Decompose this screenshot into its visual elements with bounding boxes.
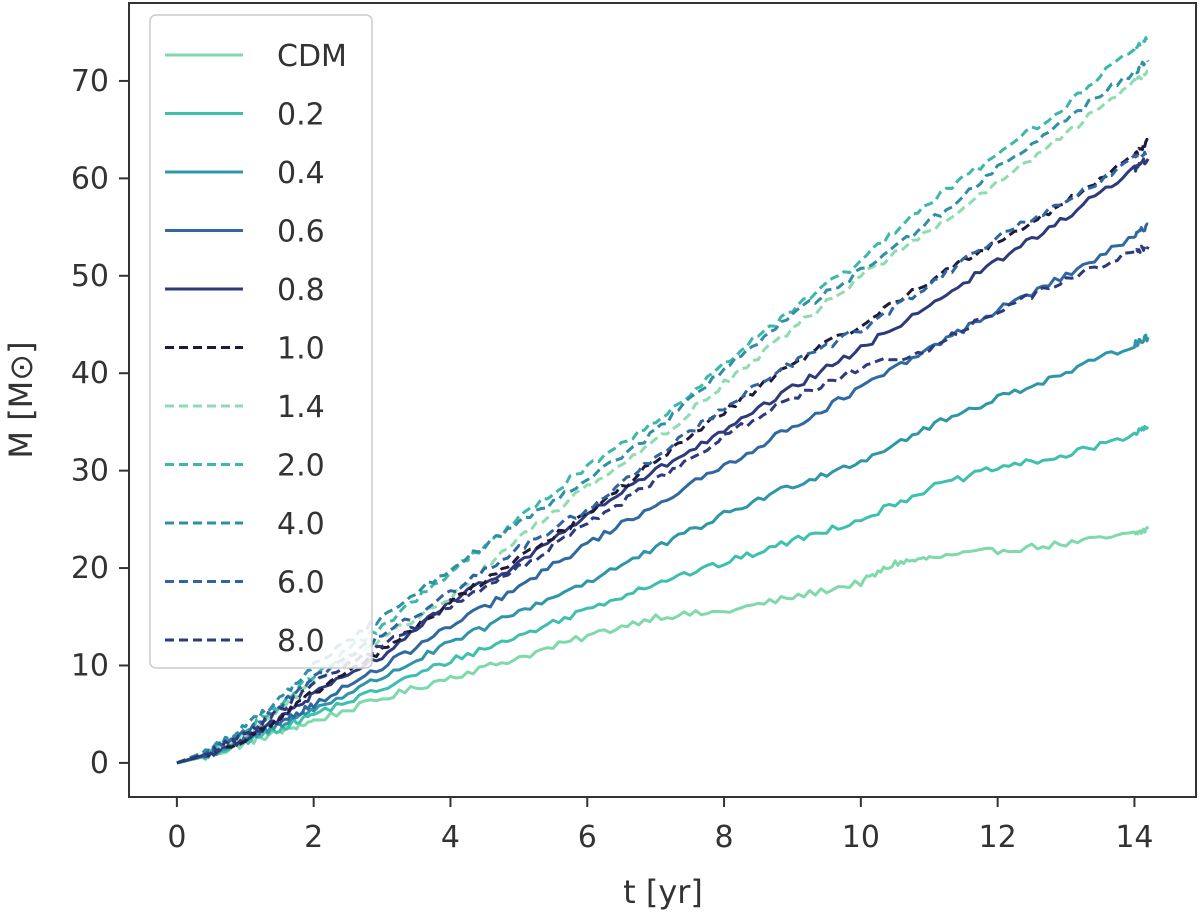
x-tick-label: 12	[979, 820, 1017, 855]
series-line-2-0	[176, 36, 1150, 765]
y-tick-label: 60	[71, 161, 109, 196]
legend-label: 8.0	[277, 624, 325, 659]
y-tick-label: 30	[71, 454, 109, 489]
legend-label: 0.8	[277, 273, 325, 308]
legend-label: 0.4	[277, 156, 325, 191]
x-tick-label: 2	[304, 820, 323, 855]
series-line-1-0	[176, 137, 1150, 765]
series-line-0-4	[176, 333, 1150, 765]
x-axis-label: t [yr]	[623, 873, 703, 911]
legend-label: 1.0	[277, 332, 325, 367]
legend-label: 2.0	[277, 449, 325, 484]
y-axis: 0 10 20 30 40 50 60 70	[71, 64, 129, 781]
y-axis-label: M [M⊙]	[2, 341, 40, 458]
plot-frame	[128, 2, 1197, 798]
legend-label: 1.4	[277, 390, 325, 425]
series-line-0-2	[176, 424, 1150, 765]
x-tick-label: 10	[842, 820, 880, 855]
series-line-1-4	[176, 69, 1149, 765]
legend-label: 4.0	[277, 507, 325, 542]
legend-label: 6.0	[277, 566, 325, 601]
x-tick-label: 8	[715, 820, 734, 855]
x-axis: 0 2 4 6 8 10 12 14	[167, 797, 1154, 855]
x-tick-label: 6	[578, 820, 597, 855]
series-line-8-0	[176, 244, 1150, 765]
y-tick-label: 20	[71, 551, 109, 586]
legend-label: 0.2	[277, 98, 325, 133]
y-tick-label: 50	[71, 259, 109, 294]
series-line-4-0	[176, 58, 1150, 765]
series-layer	[176, 36, 1150, 765]
x-tick-label: 0	[167, 820, 186, 855]
x-tick-label: 14	[1115, 820, 1153, 855]
legend: CDM 0.2 0.4 0.6 0.8 1.0 1.4 2.0 4.0 6.0 8.0	[149, 14, 373, 669]
legend-label: CDM	[277, 39, 347, 74]
y-tick-label: 40	[71, 356, 109, 391]
y-tick-label: 10	[71, 648, 109, 683]
x-tick-label: 4	[441, 820, 460, 855]
legend-label: 0.6	[277, 215, 325, 250]
legend-box	[149, 14, 373, 669]
y-tick-label: 70	[71, 64, 109, 99]
y-tick-label: 0	[90, 746, 109, 781]
